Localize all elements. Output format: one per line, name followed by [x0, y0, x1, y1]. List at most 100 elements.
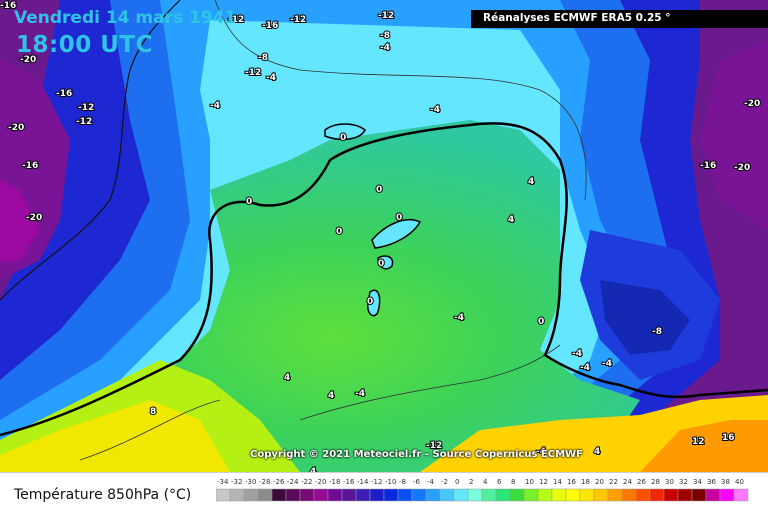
map-canvas: -16 -12 -16 -12 -12 -8 -4 -12 -8 -4 -20 -16 -12 -12 -2…: [0, 0, 768, 472]
legend-tick-label: -14: [357, 478, 369, 486]
legend-tick-label: -32: [231, 478, 242, 486]
legend-tick-label: 36: [707, 478, 716, 486]
isotherm-label: -12: [378, 11, 394, 21]
warmer-region-se: [640, 420, 768, 472]
zero-isotherm: [0, 122, 768, 437]
legend-tick-label: 16: [567, 478, 576, 486]
small-island-outline: [377, 255, 394, 270]
isotherm-label: 8: [150, 407, 156, 417]
legend-swatch: [327, 488, 343, 502]
legend-tick-label: -24: [287, 478, 299, 486]
legend-swatch: [425, 488, 441, 502]
isotherm-label: 16: [722, 433, 735, 443]
isotherm-4: [299, 344, 561, 421]
legend-swatch: [467, 488, 483, 502]
isotherm-label: -16: [0, 1, 16, 11]
isotherm-label: -16: [56, 89, 72, 99]
isotherm-label: 0: [336, 227, 342, 237]
legend-tick-label: 2: [469, 478, 473, 486]
isotherm-label: -4: [380, 43, 390, 53]
legend-tick-label: 32: [679, 478, 688, 486]
legend-swatch: [257, 488, 273, 502]
isotherm-label: -20: [20, 55, 36, 65]
legend-tick-label: -8: [399, 478, 406, 486]
legend-title: Température 850hPa (°C): [14, 487, 192, 503]
source-banner: Réanalyses ECMWF ERA5 0.25 °: [471, 10, 768, 28]
legend-tick-label: 20: [595, 478, 604, 486]
legend-tick-label: 24: [623, 478, 632, 486]
isotherm-label: 4: [284, 373, 290, 383]
legend-swatch: [663, 488, 679, 502]
legend-bar: Température 850hPa (°C) -34 -32 -30 -28 -26-…: [0, 472, 768, 513]
legend-tick-label: 34: [693, 478, 702, 486]
legend-swatch: [383, 488, 399, 502]
legend-swatch: [313, 488, 329, 502]
legend-tick-label: 4: [483, 478, 488, 486]
legend-swatch: [719, 488, 735, 502]
legend-swatch: [439, 488, 455, 502]
legend-swatch: [691, 488, 707, 502]
legend-swatch: [565, 488, 581, 502]
isotherm-label: -12: [228, 15, 244, 25]
legend-swatch: [216, 488, 231, 502]
legend-tick-label: -26: [273, 478, 285, 486]
legend-swatch: [397, 488, 413, 502]
legend-tick-label: 14: [553, 478, 562, 486]
isotherm-label: 0: [538, 317, 544, 327]
isotherm-label: -4: [430, 105, 440, 115]
legend-swatch: [481, 488, 497, 502]
isotherm-labels: -16 -12 -16 -12 -12 -8 -4 -12 -8 -4 -20 -16 -12 -12 -2…: [0, 0, 761, 472]
isotherm-label: 4: [310, 467, 316, 472]
isotherm-label: -12: [290, 15, 306, 25]
isotherm-label: -12: [78, 103, 94, 113]
legend-swatch: [229, 488, 245, 502]
legend-tick-label: -22: [301, 478, 312, 486]
legend-tick-label: 30: [665, 478, 674, 486]
isotherm-label: 0: [246, 197, 252, 207]
legend-tick-label: -20: [315, 478, 326, 486]
legend-swatch: [243, 488, 259, 502]
legend-tick-label: 40: [735, 478, 744, 486]
isotherm-label: 0: [367, 297, 373, 307]
isotherm-label: -12: [76, 117, 92, 127]
legend-tick-label: 0: [455, 478, 459, 486]
iceland-outline: [324, 123, 366, 141]
isotherm-label: -16: [700, 161, 716, 171]
isotherm-label: 0: [376, 185, 382, 195]
isotherm-label: 12: [692, 437, 705, 447]
legend-tick-label: 12: [539, 478, 548, 486]
isotherm-label: -20: [734, 163, 750, 173]
legend-swatch: [355, 488, 371, 502]
legend-tick-label: -18: [329, 478, 340, 486]
legend-tick-label: 10: [525, 478, 534, 486]
isotherm-label: -16: [22, 161, 38, 171]
legend-swatch: [299, 488, 315, 502]
legend-swatch: [495, 488, 511, 502]
legend-swatch: [579, 488, 595, 502]
legend-swatch: [341, 488, 357, 502]
legend-tick-label: 38: [721, 478, 730, 486]
legend-tick-label: 8: [511, 478, 515, 486]
copyright-notice: Copyright © 2021 Meteociel.fr - Source C…: [250, 449, 583, 460]
isotherm-minus4: [214, 0, 587, 201]
legend-tick-label: -28: [259, 478, 270, 486]
isotherm-label: 0: [340, 133, 346, 143]
legend-swatch: [271, 488, 287, 502]
time-title: 18:00 UTC: [16, 32, 153, 58]
isotherm-label: -16: [262, 21, 278, 31]
legend-tick-label: 22: [609, 478, 618, 486]
legend-swatch: [733, 488, 749, 502]
legend-swatch: [509, 488, 525, 502]
date-title: Vendredi 14 mars 1941: [14, 8, 237, 28]
isotherm-label: -4: [266, 73, 276, 83]
isotherm-label: 0: [396, 213, 402, 223]
isotherm-label: -20: [8, 123, 24, 133]
legend-swatch: [677, 488, 693, 502]
isotherm-label: -12: [426, 441, 442, 451]
isotherm-label: -8: [258, 53, 268, 63]
legend-swatch: [649, 488, 665, 502]
legend-tick-label: -16: [343, 478, 355, 486]
coldest-pocket-east: [600, 280, 690, 355]
cold-core-east: [700, 40, 768, 230]
temperature-map: -16 -12 -16 -12 -12 -8 -4 -12 -8 -4 -20 -16 -12 -12 -2…: [0, 0, 768, 472]
